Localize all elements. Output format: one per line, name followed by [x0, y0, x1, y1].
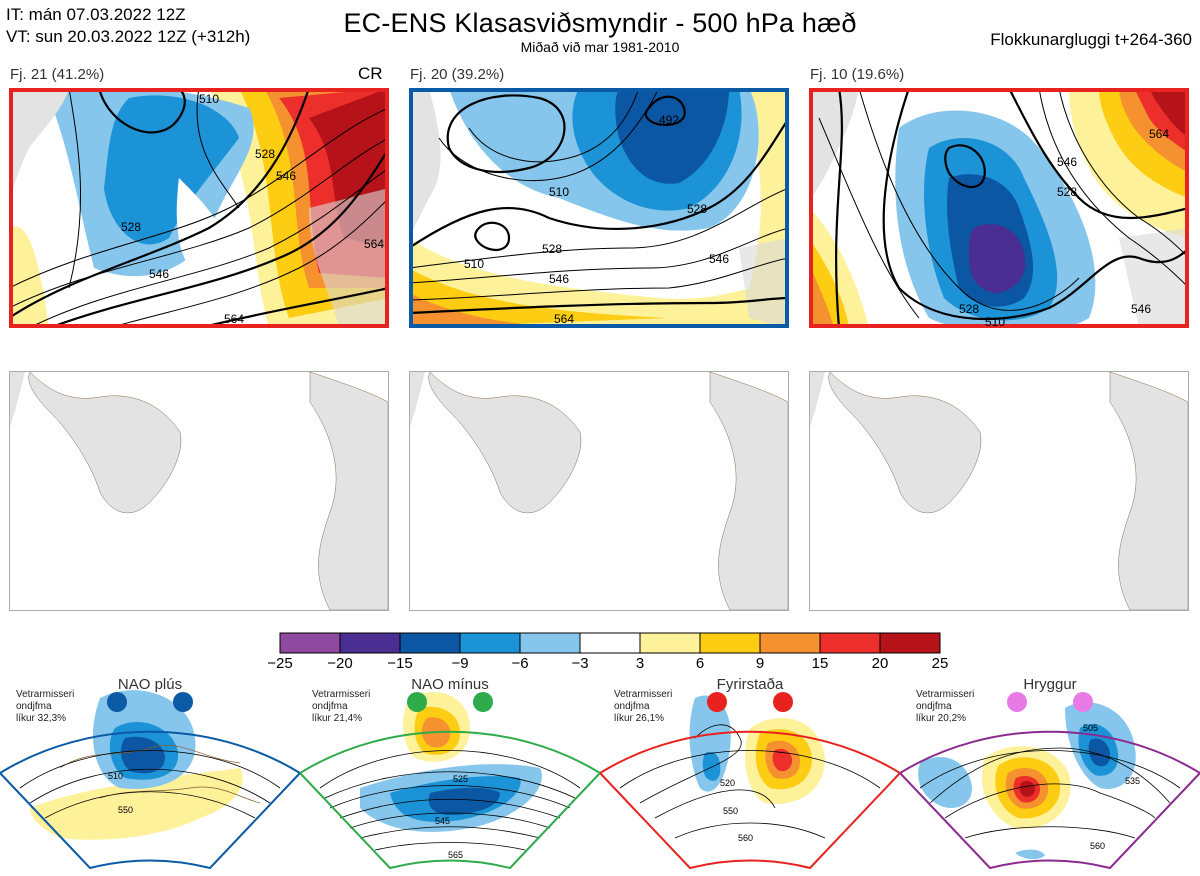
contour-label: 492: [659, 113, 679, 127]
contour-label: 520: [720, 778, 735, 788]
colorbar-tick-label: −15: [387, 655, 413, 672]
cluster-1-regime-tag: CR: [358, 64, 383, 83]
regime-title: Fyrirstaða: [716, 676, 784, 693]
regime-title: NAO plús: [117, 676, 183, 693]
contour-label: 510: [985, 315, 1005, 328]
colorbar-tick-label: 20: [871, 655, 889, 672]
cluster-2-label: Fj. 20 (39.2%): [410, 66, 505, 83]
regime-note: Vetrarmisseri ondjfma líkur 21,4%: [312, 689, 371, 724]
empty-map-1: [9, 371, 389, 611]
contour-label: 505: [1083, 723, 1098, 733]
regime-note: Vetrarmisseri ondjfma líkur 26,1%: [614, 689, 673, 724]
cluster-2-map: 492 510 528 528 546 564 546 510: [409, 88, 789, 328]
colorbar-segment: [879, 632, 941, 654]
contour-label: 560: [1090, 841, 1105, 851]
contour-label: 528: [121, 220, 141, 234]
colorbar-tick-label: 25: [931, 655, 949, 672]
valid-time: VT: sun 20.03.2022 12Z (+312h): [6, 27, 251, 46]
regime-nao-plus: 510 550: [0, 678, 302, 871]
regime-nao-minus: 525 545 565: [298, 678, 602, 871]
contour-label: 546: [1131, 302, 1151, 316]
colorbar-tick-label: −3: [571, 655, 589, 672]
colorbar-segment: [399, 632, 461, 654]
contour-label: 564: [224, 312, 244, 326]
colorbar-tick-label: −6: [511, 655, 529, 672]
contour-label: 560: [738, 833, 753, 843]
empty-map-2: [409, 371, 789, 611]
colorbar-tick-label: −25: [267, 655, 293, 672]
cluster-1-label: Fj. 21 (41.2%): [10, 66, 105, 83]
colorbar-tick-label: 6: [695, 655, 705, 672]
contour-label: 564: [554, 312, 574, 326]
colorbar-segment: [579, 632, 641, 654]
contour-label: 510: [108, 771, 123, 781]
colorbar-tick-label: 9: [755, 655, 765, 672]
contour-label: 510: [199, 92, 219, 106]
contour-label: 550: [723, 806, 738, 816]
cluster-1-map: 528 528 546 564 546 564 510: [9, 88, 389, 328]
colorbar-segment: [759, 632, 821, 654]
cluster-3-map: 528 546 564 528 546 510: [809, 88, 1189, 328]
colorbar-segment: [339, 632, 401, 654]
colorbar-tick-label: 15: [811, 655, 829, 672]
contour-label: 510: [549, 185, 569, 199]
regime-blocking: 520 550 560: [598, 678, 902, 871]
colorbar-segment: [639, 632, 701, 654]
contour-label: 528: [1057, 185, 1077, 199]
contour-label: 565: [448, 850, 463, 860]
colorbar-tick-label: 3: [635, 655, 645, 672]
regime-ridge: 505 535 560: [898, 678, 1200, 871]
contour-label: 550: [118, 805, 133, 815]
classification-window: Flokkunargluggi t+264-360: [990, 30, 1192, 49]
colorbar: [279, 632, 944, 659]
regime-title: Hryggur: [1023, 676, 1077, 693]
contour-label: 528: [687, 202, 707, 216]
contour-label: 564: [1149, 127, 1169, 141]
contour-label: 546: [276, 169, 296, 183]
contour-label: 546: [709, 252, 729, 266]
page-title: EC-ENS Klasasviðsmyndir - 500 hPa hæð: [343, 8, 857, 38]
colorbar-tick-label: −20: [327, 655, 353, 672]
contour-label: 528: [255, 147, 275, 161]
page-subtitle: Miðað við mar 1981-2010: [520, 39, 680, 55]
contour-label: 525: [453, 774, 468, 784]
contour-label: 545: [435, 816, 450, 826]
contour-label: 510: [464, 257, 484, 271]
initial-time: IT: mán 07.03.2022 12Z: [6, 5, 186, 24]
regime-title: NAO mínus: [411, 676, 489, 693]
cluster-3-label: Fj. 10 (19.6%): [810, 66, 905, 83]
contour-label: 546: [1057, 155, 1077, 169]
colorbar-segment: [519, 632, 581, 654]
contour-label: 546: [549, 272, 569, 286]
empty-map-3: [809, 371, 1189, 611]
contour-label: 535: [1125, 776, 1140, 786]
regime-note: Vetrarmisseri ondjfma líkur 20,2%: [916, 689, 975, 724]
colorbar-segment: [459, 632, 521, 654]
colorbar-segment: [819, 632, 881, 654]
regime-note: Vetrarmisseri ondjfma líkur 32,3%: [16, 689, 75, 724]
contour-label: 528: [959, 302, 979, 316]
colorbar-segment: [279, 632, 341, 654]
contour-label: 564: [364, 237, 384, 251]
contour-label: 528: [542, 242, 562, 256]
colorbar-segment: [699, 632, 761, 654]
contour-label: 546: [149, 267, 169, 281]
header-info: IT: mán 07.03.2022 12Z VT: sun 20.03.202…: [6, 4, 250, 48]
colorbar-tick-label: −9: [451, 655, 469, 672]
